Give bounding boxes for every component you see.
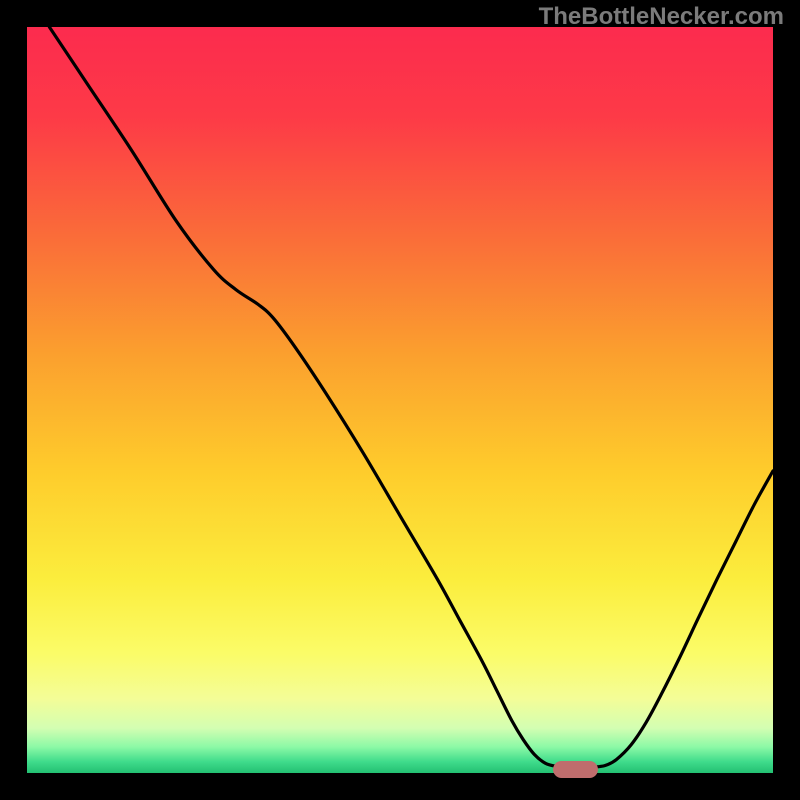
plot-area [27,27,773,773]
watermark-text: TheBottleNecker.com [539,3,784,31]
optimum-marker [553,761,598,778]
chart-frame: TheBottleNecker.com [0,0,800,800]
gradient-background [27,27,773,773]
